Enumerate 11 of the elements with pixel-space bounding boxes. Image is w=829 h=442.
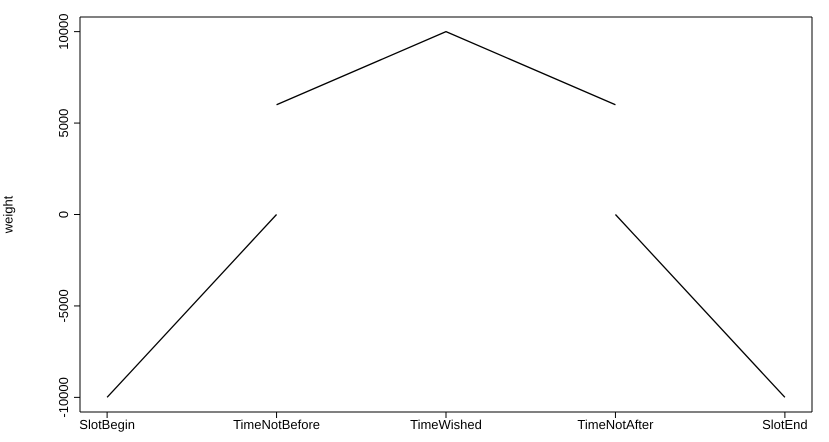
y-tick-label: 0 [56, 210, 71, 218]
x-tick-label: TimeNotAfter [577, 417, 654, 432]
y-tick-label: -10000 [56, 377, 71, 418]
y-tick-label: 10000 [56, 14, 71, 50]
x-tick-label: TimeWished [410, 417, 482, 432]
x-tick-label: SlotEnd [762, 417, 808, 432]
y-tick-label: -5000 [56, 289, 71, 323]
x-tick-label: TimeNotBefore [233, 417, 320, 432]
y-tick-label: 5000 [56, 108, 71, 138]
x-tick-label: SlotBegin [79, 417, 135, 432]
y-axis-title: weight [0, 195, 16, 234]
